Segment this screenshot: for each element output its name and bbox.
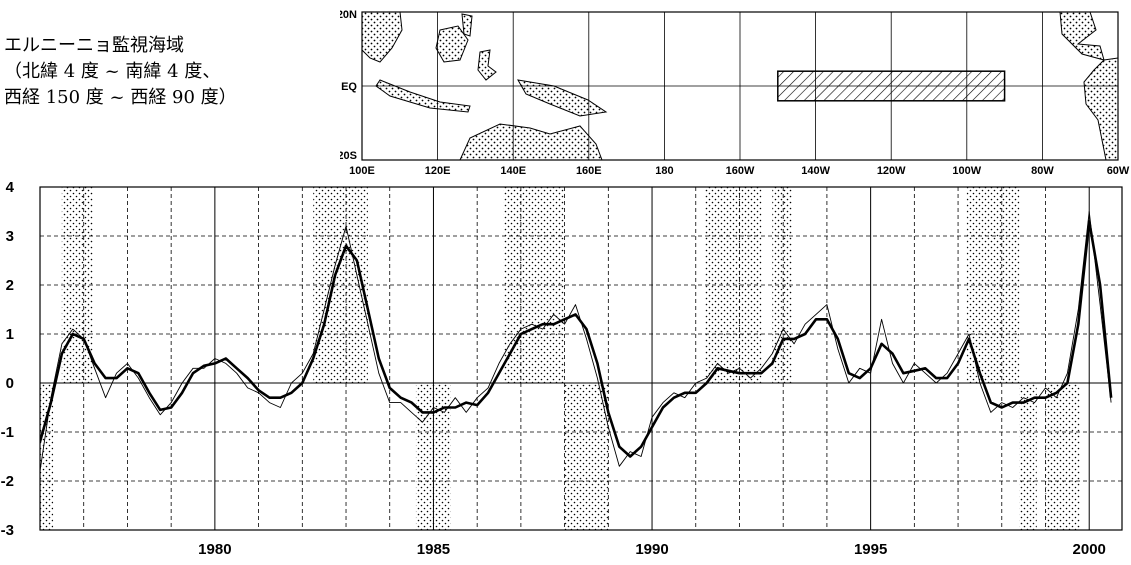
la-nina-period-shading [40,383,54,530]
caption-line-3: 西経 150 度 ~ 西経 90 度） [4,87,237,108]
sumatra-java-land [375,79,471,113]
la-nina-period-shading [1045,383,1081,530]
borneo-land [435,25,469,63]
nino-monitoring-region-box [777,70,1006,102]
x-tick-label: 1995 [854,541,887,558]
map-lat-label: EQ [341,81,357,93]
map-lon-label: 140W [801,165,830,177]
map-lat-label: 20N [340,9,357,21]
map-lon-label: 160E [576,165,602,177]
la-nina-period-shading [1019,383,1037,530]
central-america-land [1059,12,1105,61]
map-lat-label: 20S [340,150,357,162]
plot-frame [39,186,1123,531]
y-tick-label: 2 [6,277,14,294]
x-tick-label: 1980 [198,541,231,558]
map-lon-label: 120E [425,165,451,177]
caption-line-1: エルニーニョ監視海域 [4,35,184,56]
map-lon-label: 120W [877,165,906,177]
new-guinea-land [517,79,608,117]
map-lon-label: 100W [952,165,981,177]
sulawesi-land [477,49,497,81]
south-america-land [1083,57,1118,160]
map-lon-label: 100E [349,165,375,177]
philippines-land [461,13,473,37]
y-tick-label: -1 [1,424,14,441]
southeast-asia-land [362,12,403,63]
map-lon-label: 180 [655,165,673,177]
y-tick-label: -2 [1,473,14,490]
x-tick-label: 1985 [417,541,450,558]
running-mean-line [40,220,1113,458]
y-tick-label: 1 [6,326,14,343]
map-lon-label: 140E [500,165,526,177]
la-nina-period-shading [564,383,609,530]
sst-deviation-chart: 4 3 2 1 0 -1 -2 -3 1980 1985 1990 1995 2000 [1,180,1123,558]
y-tick-label: 3 [6,228,14,245]
monitoring-region-caption: エルニーニョ監視海域 （北緯 4 度 ~ 南緯 4 度、 西経 150 度 ~ … [4,33,304,111]
x-tick-label: 2000 [1073,541,1106,558]
map-lon-label: 160W [726,165,755,177]
map-lon-label: 80W [1031,165,1054,177]
y-tick-label: -3 [1,522,14,539]
x-tick-label: 1990 [635,541,668,558]
australia-land [459,123,603,160]
map-lon-label: 60W [1107,165,1130,177]
monthly-value-line [40,211,1112,472]
region-map: 100E 120E 140E 160E 180 160W 140W 120W 100W 80W 60… [340,9,1130,177]
y-tick-label: 0 [6,375,14,392]
caption-line-2: （北緯 4 度 ~ 南緯 4 度、 [4,61,221,82]
land-masses [362,12,1118,160]
y-tick-label: 4 [6,180,15,196]
